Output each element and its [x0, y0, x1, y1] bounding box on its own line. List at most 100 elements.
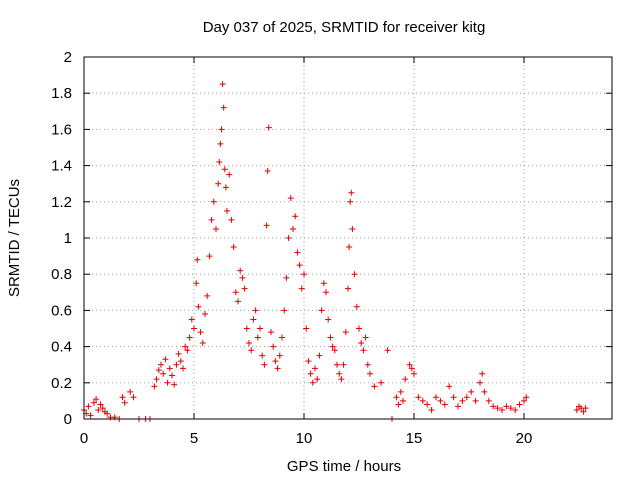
data-point: [516, 401, 523, 408]
data-point: [237, 267, 244, 274]
data-point: [397, 388, 404, 395]
data-point: [87, 412, 94, 419]
x-axis-ticks: 0 5 10 15 20: [80, 57, 532, 447]
data-point: [257, 325, 263, 332]
data-point: [294, 249, 301, 256]
data-point: [169, 372, 175, 379]
data-point: [252, 307, 259, 314]
data-point: [208, 216, 215, 223]
data-point: [499, 406, 505, 413]
data-point: [419, 397, 426, 404]
data-point: [93, 396, 100, 403]
data-point: [274, 365, 281, 372]
data-point: [285, 235, 292, 241]
data-point: [243, 325, 250, 332]
chart-title: Day 037 of 2025, SRMTID for receiver kit…: [203, 19, 486, 36]
data-point: [336, 370, 343, 377]
data-point: [455, 403, 461, 410]
data-point: [340, 361, 347, 368]
data-point: [400, 397, 406, 404]
data-point: [99, 405, 106, 412]
data-point: [349, 225, 356, 232]
data-point: [166, 365, 173, 372]
data-point: [151, 383, 158, 390]
data-point: [303, 325, 310, 332]
data-point: [279, 334, 285, 341]
data-point: [347, 198, 354, 205]
data-point: [232, 289, 239, 296]
data-point: [85, 403, 92, 410]
data-point: [320, 280, 327, 287]
y-tick-label: 1.2: [51, 194, 72, 211]
y-tick-label: 0.6: [51, 302, 72, 319]
data-point: [331, 347, 338, 354]
data-point: [307, 370, 314, 377]
data-point: [411, 370, 417, 377]
x-tick-label: 0: [80, 430, 88, 447]
y-tick-label: 1: [64, 230, 72, 247]
data-point: [364, 361, 371, 368]
data-point: [468, 388, 475, 395]
data-point: [276, 352, 283, 359]
data-point: [153, 376, 160, 383]
data-point: [348, 189, 355, 196]
data-point: [160, 370, 167, 377]
data-point: [301, 271, 307, 278]
data-point: [334, 361, 340, 368]
data-point: [345, 285, 351, 292]
data-point: [263, 222, 270, 229]
data-point: [97, 401, 104, 408]
data-points: [81, 81, 589, 422]
data-point: [121, 399, 128, 406]
data-point: [327, 334, 334, 341]
data-point: [218, 126, 225, 133]
data-point: [395, 401, 402, 408]
data-point: [248, 347, 255, 354]
data-point: [254, 334, 261, 341]
data-point: [215, 180, 222, 187]
data-point: [171, 381, 178, 388]
data-point: [268, 329, 274, 336]
data-point: [193, 280, 200, 287]
data-point: [213, 225, 219, 232]
y-axis-ticks: 0 0.2 0.4 0.6 0.8 1 1.2 1.4 1.6 1.8 2: [51, 49, 612, 428]
data-point: [290, 225, 296, 232]
data-point: [217, 140, 224, 147]
data-point: [265, 124, 272, 131]
data-point: [220, 104, 227, 111]
y-tick-label: 0: [64, 411, 72, 428]
data-point: [219, 81, 226, 88]
data-point: [197, 329, 204, 336]
data-point: [199, 339, 206, 346]
data-point: [186, 334, 193, 341]
data-point: [204, 292, 211, 299]
data-point: [358, 339, 365, 346]
data-point: [353, 303, 360, 310]
data-point: [194, 256, 201, 263]
data-point: [222, 184, 229, 191]
data-point: [180, 365, 186, 372]
data-point: [283, 274, 290, 281]
data-point: [270, 343, 277, 350]
data-point: [119, 394, 126, 401]
data-point: [241, 285, 248, 292]
data-point: [406, 361, 413, 368]
data-point: [264, 168, 271, 175]
data-point: [314, 376, 321, 383]
data-point: [573, 406, 580, 413]
data-point: [230, 244, 237, 251]
data-point: [316, 352, 323, 359]
data-point: [239, 274, 246, 281]
grid-lines: [84, 57, 612, 419]
data-point: [402, 376, 409, 383]
data-point: [281, 307, 288, 314]
data-point: [206, 253, 213, 260]
data-point: [305, 358, 312, 365]
data-point: [309, 379, 316, 386]
data-point: [378, 379, 384, 386]
y-tick-label: 1.4: [51, 158, 72, 175]
data-point: [250, 316, 257, 323]
data-point: [503, 403, 510, 410]
data-point: [287, 195, 294, 202]
